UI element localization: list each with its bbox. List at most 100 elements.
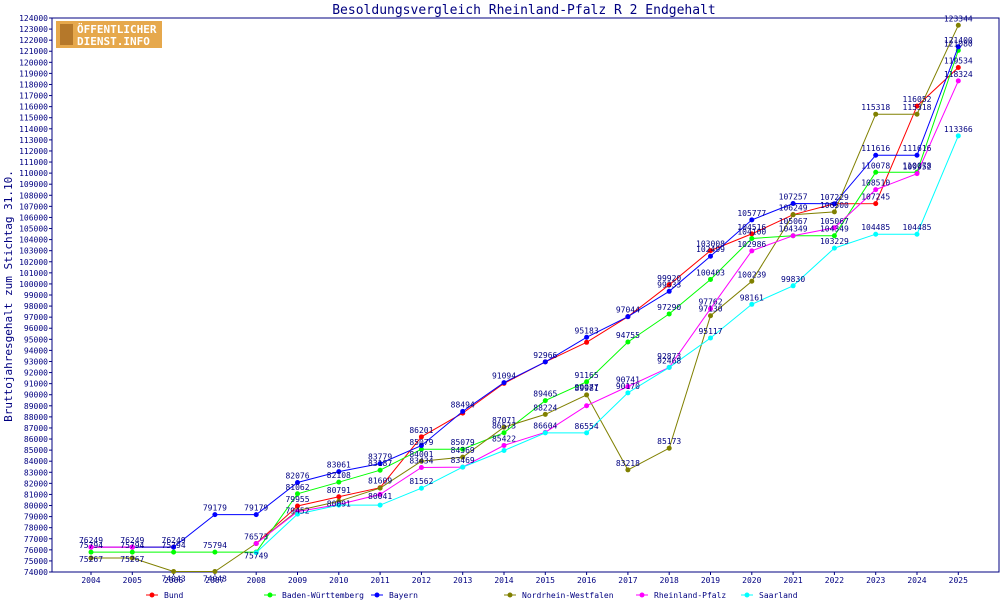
data-point — [295, 503, 300, 509]
data-label: 100239 — [737, 270, 766, 279]
data-point — [708, 313, 713, 319]
y-tick-label: 120000 — [19, 58, 48, 67]
data-point — [584, 339, 590, 345]
data-point — [501, 380, 507, 386]
site-logo: ÖFFENTLICHER DIENST.INFO — [56, 21, 162, 48]
data-label: 83187 — [368, 459, 392, 468]
legend-label: Rheinland-Pfalz — [654, 591, 726, 600]
data-label: 74043 — [203, 575, 227, 584]
data-label: 107229 — [820, 193, 849, 202]
data-label: 121400 — [944, 36, 973, 45]
y-tick-label: 111000 — [19, 158, 48, 167]
data-point — [212, 569, 218, 575]
y-tick-label: 97000 — [24, 313, 48, 322]
legend-marker — [744, 592, 750, 598]
data-point — [584, 379, 590, 385]
data-point — [377, 467, 383, 473]
y-tick-label: 105000 — [19, 225, 48, 234]
series-line — [255, 80, 959, 544]
data-point — [501, 424, 507, 430]
data-point — [749, 301, 755, 307]
data-point — [212, 549, 218, 555]
data-label: 90170 — [616, 382, 640, 391]
data-label: 75794 — [79, 541, 103, 550]
data-point — [749, 248, 755, 254]
data-label: 81562 — [409, 477, 433, 486]
data-label: 82076 — [285, 472, 309, 481]
data-point — [708, 276, 713, 282]
data-label: 80041 — [368, 492, 392, 501]
data-label: 75749 — [244, 552, 268, 561]
data-label: 104516 — [737, 223, 766, 232]
data-point — [542, 359, 548, 365]
data-label: 92966 — [533, 351, 557, 360]
y-tick-label: 102000 — [19, 258, 48, 267]
data-point — [418, 485, 424, 491]
y-tick-label: 86000 — [24, 435, 48, 444]
y-tick-label: 118000 — [19, 80, 48, 89]
data-label: 75794 — [203, 541, 227, 550]
data-labels: 7624975794752677624975794752677624975794… — [79, 14, 973, 583]
y-tick-label: 92000 — [24, 369, 48, 378]
data-label: 103229 — [820, 237, 849, 246]
data-label: 105067 — [779, 217, 808, 226]
data-label: 104100 — [737, 227, 766, 236]
data-label: 110078 — [903, 161, 932, 170]
x-tick-label: 2005 — [123, 576, 142, 585]
data-label: 110078 — [861, 161, 890, 170]
data-point — [873, 111, 879, 117]
data-point — [418, 434, 424, 440]
data-label: 80091 — [327, 500, 351, 509]
x-tick-label: 2019 — [701, 576, 720, 585]
data-point — [873, 231, 879, 237]
data-point — [171, 569, 177, 575]
data-point — [873, 187, 879, 193]
x-tick-label: 2018 — [660, 576, 679, 585]
series-line — [91, 46, 959, 548]
y-tick-label: 115000 — [19, 114, 48, 123]
data-point — [460, 446, 466, 452]
data-point — [212, 512, 218, 518]
data-label: 111616 — [861, 144, 890, 153]
data-label: 92873 — [657, 352, 681, 361]
data-label: 123344 — [944, 14, 973, 23]
series-line — [255, 67, 959, 544]
x-tick-label: 2025 — [949, 576, 968, 585]
logo-background — [56, 21, 162, 48]
series-5 — [253, 133, 961, 556]
data-label: 97290 — [657, 303, 681, 312]
data-point — [253, 512, 259, 518]
data-label: 84369 — [451, 446, 475, 455]
legend-marker — [639, 592, 645, 598]
logo-emblem — [60, 24, 73, 45]
y-tick-label: 75000 — [24, 557, 48, 566]
data-point — [542, 411, 548, 417]
legend-marker — [374, 592, 380, 598]
legend-label: Nordrhein-Westfalen — [522, 591, 614, 600]
y-tick-label: 95000 — [24, 335, 48, 344]
data-point — [831, 201, 837, 207]
data-point — [625, 339, 631, 345]
data-point — [336, 469, 342, 475]
data-label: 104485 — [861, 223, 890, 232]
data-point — [831, 209, 837, 215]
data-label: 74043 — [162, 575, 186, 584]
x-tick-label: 2021 — [783, 576, 802, 585]
data-label: 89465 — [533, 390, 557, 399]
data-point — [955, 78, 961, 84]
data-label: 99333 — [657, 280, 681, 289]
data-point — [295, 511, 300, 517]
x-tick-label: 2007 — [205, 576, 224, 585]
data-point — [749, 217, 755, 223]
data-label: 79179 — [203, 504, 227, 513]
data-label: 91165 — [575, 371, 599, 380]
y-tick-label: 77000 — [24, 535, 48, 544]
data-label: 76249 — [120, 536, 144, 545]
y-tick-label: 106000 — [19, 213, 48, 222]
data-label: 109952 — [903, 163, 932, 172]
y-tick-label: 94000 — [24, 346, 48, 355]
data-point — [914, 111, 920, 117]
data-label: 113366 — [944, 125, 973, 134]
data-label: 95117 — [698, 327, 722, 336]
data-label: 79955 — [285, 495, 309, 504]
